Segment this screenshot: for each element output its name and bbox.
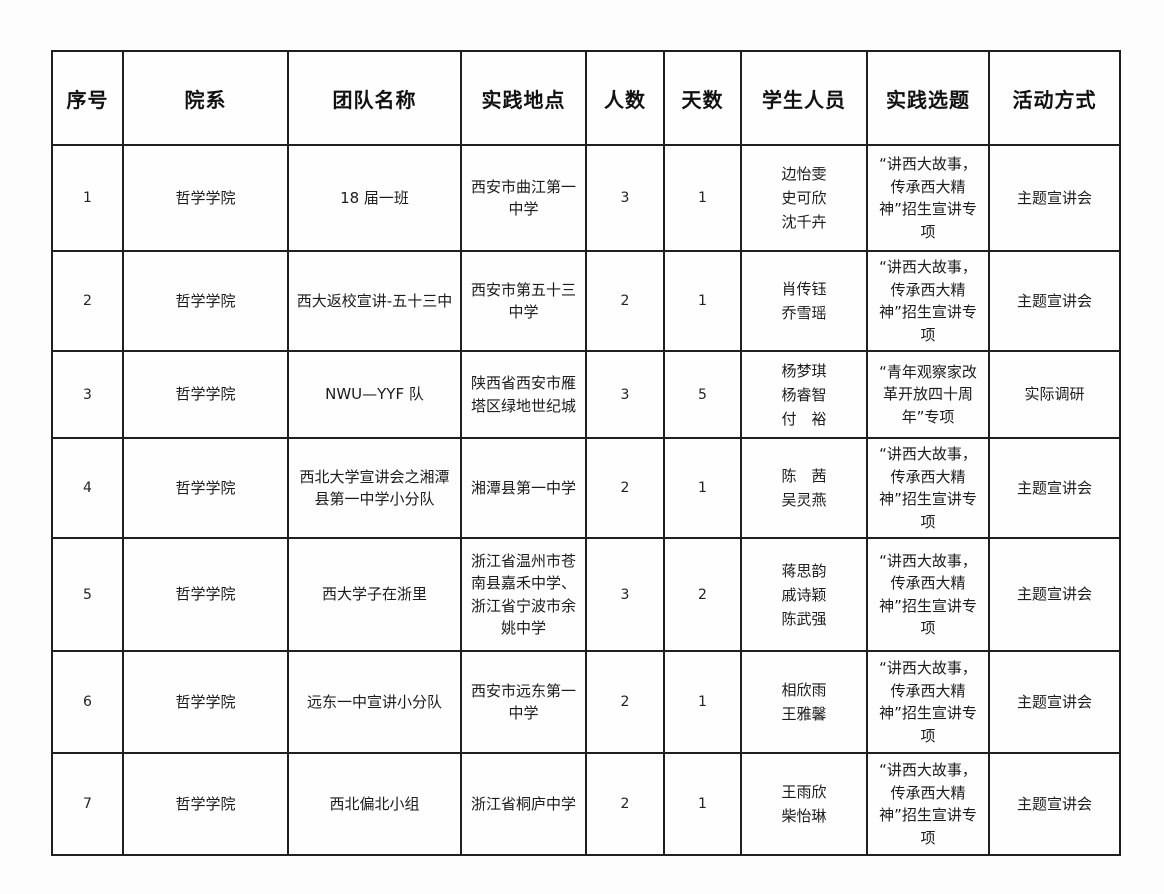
cell-topic: “青年观察家改革开放四十周年”专项 (866, 350, 990, 439)
cell-place: 西安市第五十三中学 (460, 250, 587, 352)
cell-people: 3 (585, 144, 665, 252)
table-row: 3 哲学学院 NWU—YYF 队 陕西省西安市雁塔区绿地世纪城 3 5 杨梦琪 … (51, 350, 1121, 439)
cell-topic: “讲西大故事，传承西大精神”招生宣讲专项 (866, 250, 990, 352)
header-cell-dept: 院系 (122, 50, 289, 146)
table-row: 1 哲学学院 18 届一班 西安市曲江第一中学 3 1 边怡雯 史可欣 沈千卉 … (51, 144, 1121, 252)
cell-days: 1 (663, 250, 742, 352)
header-cell-no: 序号 (51, 50, 124, 146)
cell-topic: “讲西大故事，传承西大精神”招生宣讲专项 (866, 650, 990, 754)
cell-days: 1 (663, 144, 742, 252)
cell-no: 6 (51, 650, 124, 754)
cell-no: 4 (51, 437, 124, 539)
cell-place: 陕西省西安市雁塔区绿地世纪城 (460, 350, 587, 439)
header-cell-place: 实践地点 (460, 50, 587, 146)
cell-team: NWU—YYF 队 (287, 350, 462, 439)
cell-topic: “讲西大故事，传承西大精神”招生宣讲专项 (866, 144, 990, 252)
cell-place: 浙江省温州市苍南县嘉禾中学、浙江省宁波市余姚中学 (460, 537, 587, 652)
cell-people: 3 (585, 537, 665, 652)
cell-method: 实际调研 (988, 350, 1121, 439)
cell-students: 杨梦琪 杨睿智 付 裕 (740, 350, 868, 439)
cell-dept: 哲学学院 (122, 752, 289, 856)
cell-no: 3 (51, 350, 124, 439)
cell-students: 陈 茜 吴灵燕 (740, 437, 868, 539)
table-row: 4 哲学学院 西北大学宣讲会之湘潭县第一中学小分队 湘潭县第一中学 2 1 陈 … (51, 437, 1121, 539)
cell-topic: “讲西大故事，传承西大精神”招生宣讲专项 (866, 437, 990, 539)
header-cell-students: 学生人员 (740, 50, 868, 146)
cell-days: 1 (663, 437, 742, 539)
table-row: 7 哲学学院 西北偏北小组 浙江省桐庐中学 2 1 王雨欣 柴怡琳 “讲西大故事… (51, 752, 1121, 856)
cell-dept: 哲学学院 (122, 537, 289, 652)
cell-team: 远东一中宣讲小分队 (287, 650, 462, 754)
cell-dept: 哲学学院 (122, 350, 289, 439)
header-cell-team: 团队名称 (287, 50, 462, 146)
cell-students: 相欣雨 王雅馨 (740, 650, 868, 754)
table-row: 5 哲学学院 西大学子在浙里 浙江省温州市苍南县嘉禾中学、浙江省宁波市余姚中学 … (51, 537, 1121, 652)
cell-people: 2 (585, 752, 665, 856)
cell-team: 西北大学宣讲会之湘潭县第一中学小分队 (287, 437, 462, 539)
header-cell-topic: 实践选题 (866, 50, 990, 146)
cell-topic: “讲西大故事，传承西大精神”招生宣讲专项 (866, 537, 990, 652)
cell-people: 2 (585, 250, 665, 352)
cell-students: 边怡雯 史可欣 沈千卉 (740, 144, 868, 252)
cell-dept: 哲学学院 (122, 144, 289, 252)
cell-no: 1 (51, 144, 124, 252)
cell-place: 西安市远东第一中学 (460, 650, 587, 754)
cell-people: 3 (585, 350, 665, 439)
cell-team: 西大学子在浙里 (287, 537, 462, 652)
cell-students: 肖传钰 乔雪瑶 (740, 250, 868, 352)
cell-dept: 哲学学院 (122, 650, 289, 754)
header-row: 序号 院系 团队名称 实践地点 人数 天数 学生人员 实践选题 活动方式 (51, 50, 1121, 146)
header-cell-people: 人数 (585, 50, 665, 146)
table-row: 2 哲学学院 西大返校宣讲-五十三中 西安市第五十三中学 2 1 肖传钰 乔雪瑶… (51, 250, 1121, 352)
cell-students: 王雨欣 柴怡琳 (740, 752, 868, 856)
header-cell-method: 活动方式 (988, 50, 1121, 146)
cell-dept: 哲学学院 (122, 250, 289, 352)
cell-place: 湘潭县第一中学 (460, 437, 587, 539)
cell-team: 西大返校宣讲-五十三中 (287, 250, 462, 352)
cell-method: 主题宣讲会 (988, 437, 1121, 539)
cell-people: 2 (585, 437, 665, 539)
cell-team: 18 届一班 (287, 144, 462, 252)
cell-no: 5 (51, 537, 124, 652)
cell-method: 主题宣讲会 (988, 650, 1121, 754)
cell-place: 浙江省桐庐中学 (460, 752, 587, 856)
cell-days: 1 (663, 650, 742, 754)
cell-team: 西北偏北小组 (287, 752, 462, 856)
practice-teams-table: 序号 院系 团队名称 实践地点 人数 天数 学生人员 实践选题 活动方式 1 哲… (51, 50, 1121, 856)
cell-method: 主题宣讲会 (988, 752, 1121, 856)
cell-days: 2 (663, 537, 742, 652)
cell-method: 主题宣讲会 (988, 144, 1121, 252)
cell-dept: 哲学学院 (122, 437, 289, 539)
cell-method: 主题宣讲会 (988, 250, 1121, 352)
cell-days: 5 (663, 350, 742, 439)
cell-topic: “讲西大故事，传承西大精神”招生宣讲专项 (866, 752, 990, 856)
cell-no: 2 (51, 250, 124, 352)
cell-no: 7 (51, 752, 124, 856)
header-cell-days: 天数 (663, 50, 742, 146)
cell-place: 西安市曲江第一中学 (460, 144, 587, 252)
table-row: 6 哲学学院 远东一中宣讲小分队 西安市远东第一中学 2 1 相欣雨 王雅馨 “… (51, 650, 1121, 754)
cell-people: 2 (585, 650, 665, 754)
cell-method: 主题宣讲会 (988, 537, 1121, 652)
cell-students: 蒋思韵 戚诗颖 陈武强 (740, 537, 868, 652)
cell-days: 1 (663, 752, 742, 856)
